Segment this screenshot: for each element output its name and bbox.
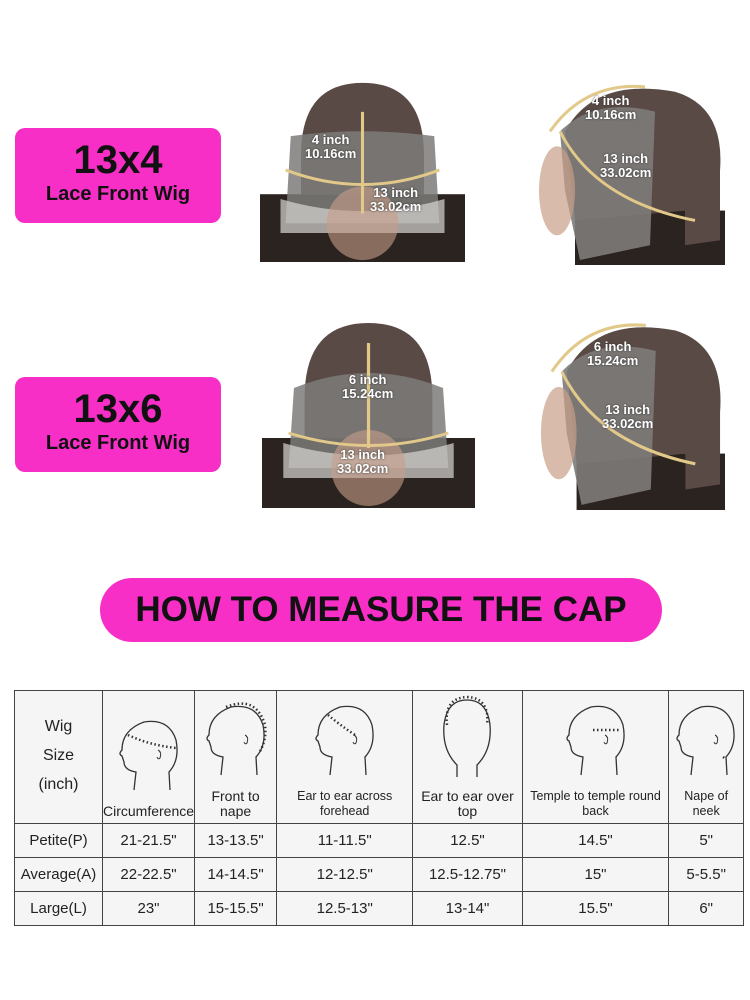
- wig-side-photo: 4 inch 10.16cm 13 inch 33.02cm: [535, 72, 725, 265]
- wig-type: Lace Front Wig: [45, 183, 191, 205]
- width-label: 13 inch 33.02cm: [602, 402, 654, 431]
- wig-label-13x6: 13x6 Lace Front Wig: [15, 377, 221, 472]
- value-cell: 12.5-12.75": [412, 857, 523, 892]
- table-row: Average(A) 22-22.5" 14-14.5" 12-12.5" 12.5-1…: [14, 857, 744, 892]
- value-cell: 5": [668, 823, 744, 858]
- depth-label: 4 inch 10.16cm: [585, 93, 637, 122]
- head-diagram-icon: [565, 705, 625, 776]
- value-cell: 14.5": [521, 823, 670, 858]
- wig-size: 13x4: [73, 138, 163, 182]
- head-diagram-icon: [205, 702, 267, 776]
- value-cell: 14-14.5": [194, 857, 278, 892]
- table-row: Large(L) 23" 15-15.5" 12.5-13" 13-14" 15.5" 6": [14, 891, 744, 926]
- wig-front-photo: 4 inch 10.16cm 13 inch 33.02cm: [260, 78, 465, 262]
- depth-label: 6 inch 15.24cm: [587, 339, 639, 368]
- wig-type: Lace Front Wig: [45, 432, 191, 454]
- column-header: Nape of neek: [668, 690, 744, 824]
- wig-front-photo: 6 inch 15.24cm 13 inch 33.02cm: [262, 318, 475, 508]
- width-label: 13 inch 33.02cm: [370, 185, 422, 214]
- column-header: Temple to temple round back: [521, 690, 670, 824]
- head-diagram-icon: [676, 705, 735, 776]
- head-diagram-icon: [443, 695, 492, 777]
- column-header: Front to nape: [194, 690, 278, 824]
- size-cell: Average(A): [14, 857, 103, 892]
- value-cell: 22-22.5": [101, 857, 196, 892]
- value-cell: 6": [668, 891, 744, 926]
- size-chart: Wig Size (inch) Circumference Front to nape E…: [14, 690, 744, 926]
- table-row: Petite(P) 21-21.5" 13-13.5" 11-11.5" 12.5" 14…: [14, 823, 744, 858]
- column-header: Ear to ear over top: [412, 690, 523, 824]
- depth-label: 6 inch 15.24cm: [342, 372, 394, 401]
- corner-header: Wig Size (inch): [14, 690, 103, 824]
- width-label: 13 inch 33.02cm: [337, 447, 389, 476]
- value-cell: 15": [521, 857, 670, 892]
- head-diagram-icon: [315, 705, 374, 776]
- value-cell: 15.5": [521, 891, 670, 926]
- value-cell: 5-5.5": [668, 857, 744, 892]
- value-cell: 15-15.5": [194, 891, 278, 926]
- value-cell: 12-12.5": [276, 857, 414, 892]
- value-cell: 21-21.5": [101, 823, 196, 858]
- value-cell: 12.5": [412, 823, 523, 858]
- width-label: 13 inch 33.02cm: [600, 151, 652, 180]
- value-cell: 12.5-13": [276, 891, 414, 926]
- wig-label-13x4: 13x4 Lace Front Wig: [15, 128, 221, 223]
- value-cell: 23": [101, 891, 196, 926]
- column-header: Ear to ear across forehead: [276, 690, 414, 824]
- value-cell: 13-13.5": [194, 823, 278, 858]
- value-cell: 13-14": [412, 891, 523, 926]
- depth-label: 4 inch 10.16cm: [305, 132, 357, 161]
- wig-size: 13x6: [73, 387, 163, 431]
- wig-side-photo: 6 inch 15.24cm 13 inch 33.02cm: [537, 310, 725, 510]
- size-cell: Large(L): [14, 891, 103, 926]
- measure-banner: HOW TO MEASURE THE CAP: [100, 578, 662, 642]
- head-diagram-icon: [118, 720, 178, 791]
- size-cell: Petite(P): [14, 823, 103, 858]
- value-cell: 11-11.5": [276, 823, 414, 858]
- column-header: Circumference: [101, 690, 196, 824]
